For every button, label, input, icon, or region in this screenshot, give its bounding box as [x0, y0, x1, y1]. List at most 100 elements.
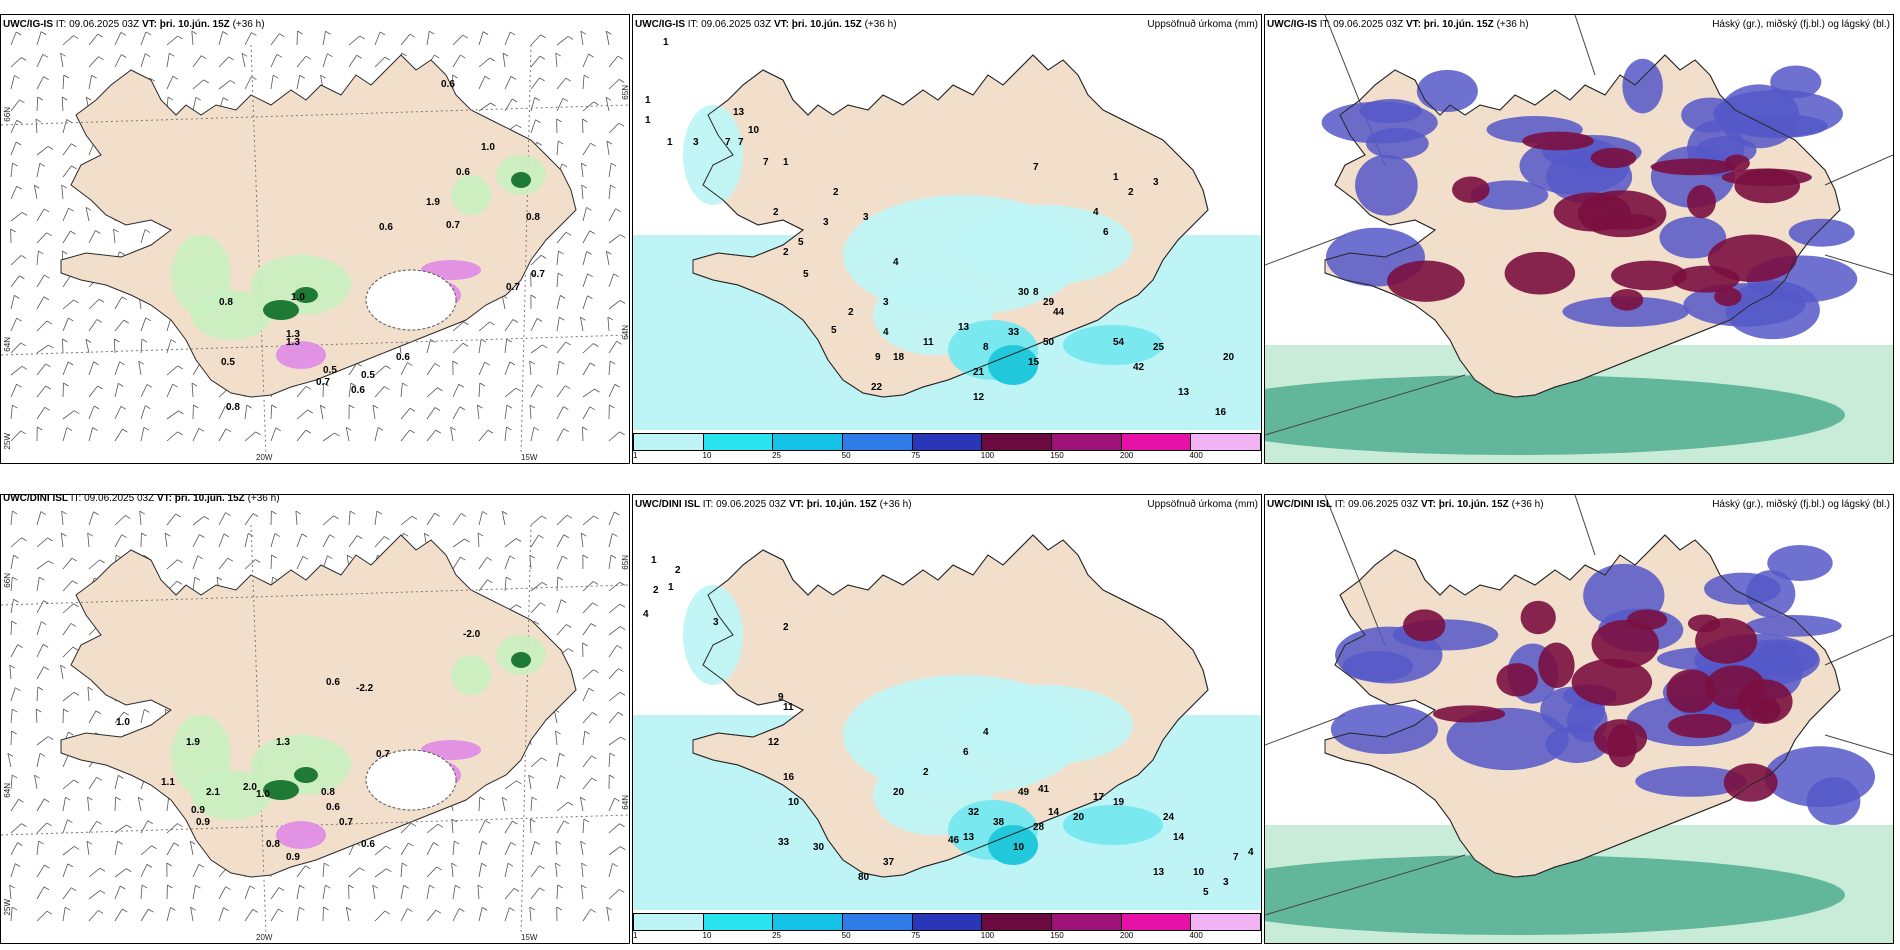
wind-barb [608, 691, 621, 702]
wind-barb [62, 646, 74, 658]
wind-barb [10, 907, 13, 922]
wind-barb [62, 797, 66, 812]
colorbar-tick: 100 [980, 931, 995, 940]
wind-barb-flag [301, 533, 308, 538]
wind-barb [270, 554, 272, 570]
wind-barb-flag [347, 554, 353, 559]
value-label: 7 [1033, 162, 1039, 173]
value-label: 37 [883, 857, 895, 868]
wind-barb-flag [12, 708, 18, 713]
wind-barb-flag [609, 774, 615, 779]
wind-barb-flag [593, 101, 599, 106]
colorbar-ticks: 1 10 25 50 75 100 150 200 400 [633, 451, 1259, 461]
wind-barb [36, 320, 48, 332]
wind-barb [608, 798, 615, 812]
wind-barb-flag [557, 884, 563, 889]
map-canvas: 0.6 1.0 0.6 1.9 0.6 0.7 0.8 0.7 0.7 0.8 0.5 1.3 0.8 1… [1, 30, 629, 456]
lon-label: 20W [256, 933, 273, 942]
wind-barb [36, 96, 39, 112]
wind-barb [88, 867, 101, 878]
wind-barb-flag [409, 33, 416, 38]
wind-barb [62, 165, 72, 178]
wind-barb-flag [45, 385, 51, 390]
wind-barb-flag [451, 818, 458, 823]
wind-barb [580, 163, 584, 178]
wind-barb-flag [565, 231, 572, 236]
wind-barb-flag [530, 272, 536, 277]
wind-barb [88, 385, 98, 398]
wind-barb [608, 208, 617, 222]
wind-barb [581, 863, 584, 878]
wind-barb-flag [71, 887, 77, 892]
wind-barb-flag [434, 512, 440, 517]
wind-barb-flag [21, 537, 27, 542]
wind-barb-flag [47, 537, 53, 542]
wind-barb [451, 819, 454, 834]
wind-barb [114, 841, 119, 856]
wind-barb-flag [558, 250, 564, 255]
wind-barb [400, 408, 411, 420]
wind-barb-flag [305, 865, 311, 870]
wind-barb-flag [73, 35, 79, 39]
wind-barb [36, 644, 44, 658]
wind-barb-flag [45, 363, 51, 368]
value-label: 12 [973, 392, 985, 403]
wind-barb [192, 97, 197, 112]
value-label: 0.8 [321, 787, 335, 798]
wind-barb-flag [169, 52, 175, 57]
wind-barb [608, 533, 613, 548]
wind-barb [114, 319, 125, 332]
wind-barb [580, 31, 584, 46]
wind-barb-flag [463, 321, 469, 326]
wind-barb-flag [452, 74, 458, 79]
colorbar-segment [1191, 434, 1261, 450]
wind-barb-flag [141, 532, 147, 537]
wind-barb [504, 555, 511, 570]
wind-barb [36, 232, 47, 244]
value-label: 6 [1103, 227, 1109, 238]
mid-cloud [1355, 154, 1418, 216]
wind-barb-flag [587, 273, 593, 278]
wind-barb [36, 753, 41, 768]
wind-barb-flag [384, 536, 390, 540]
wind-barb-flag [345, 426, 352, 431]
region-boundary [1265, 854, 1466, 916]
wind-barb [140, 31, 147, 46]
wind-barb [426, 407, 436, 420]
high-cloud [1627, 609, 1668, 630]
wind-barb [530, 757, 542, 768]
wind-barb [348, 383, 352, 398]
wind-barb-flag [452, 360, 459, 365]
wind-barb [190, 907, 194, 922]
wind-barb-flag [146, 864, 153, 868]
panel-title: UWC/DINI ISL IT: 09.06.2025 03Z VT: þri.… [3, 494, 280, 504]
wind-barb [192, 864, 200, 878]
wind-barb-flag [68, 317, 74, 322]
value-label: 1.3 [276, 737, 290, 748]
wind-barb-flag [63, 708, 69, 713]
wind-barb [114, 885, 121, 900]
wind-barb [582, 602, 593, 614]
high-cloud [1734, 168, 1801, 204]
wind-barb-flag [561, 163, 568, 168]
value-label: 12 [768, 737, 780, 748]
high-cloud [1610, 288, 1644, 311]
wind-barb [452, 342, 464, 354]
wind-barb [88, 75, 93, 90]
wind-barb [504, 319, 514, 332]
wind-barb-flag [123, 319, 130, 324]
wind-barb-flag [563, 534, 569, 539]
wind-barb-flag [619, 300, 626, 304]
lat-label: 64N [621, 795, 630, 810]
precip-core [1063, 805, 1163, 845]
wind-barb [218, 512, 226, 526]
wind-barb [608, 645, 618, 658]
wind-barb-flag [515, 387, 522, 392]
wind-barb [62, 427, 68, 442]
wind-barb-flag [302, 555, 309, 560]
value-label: 13 [963, 832, 975, 843]
wind-barb [582, 53, 589, 68]
wind-barb [296, 885, 300, 900]
precip-area [953, 205, 1133, 285]
wind-barb-flag [559, 360, 565, 365]
